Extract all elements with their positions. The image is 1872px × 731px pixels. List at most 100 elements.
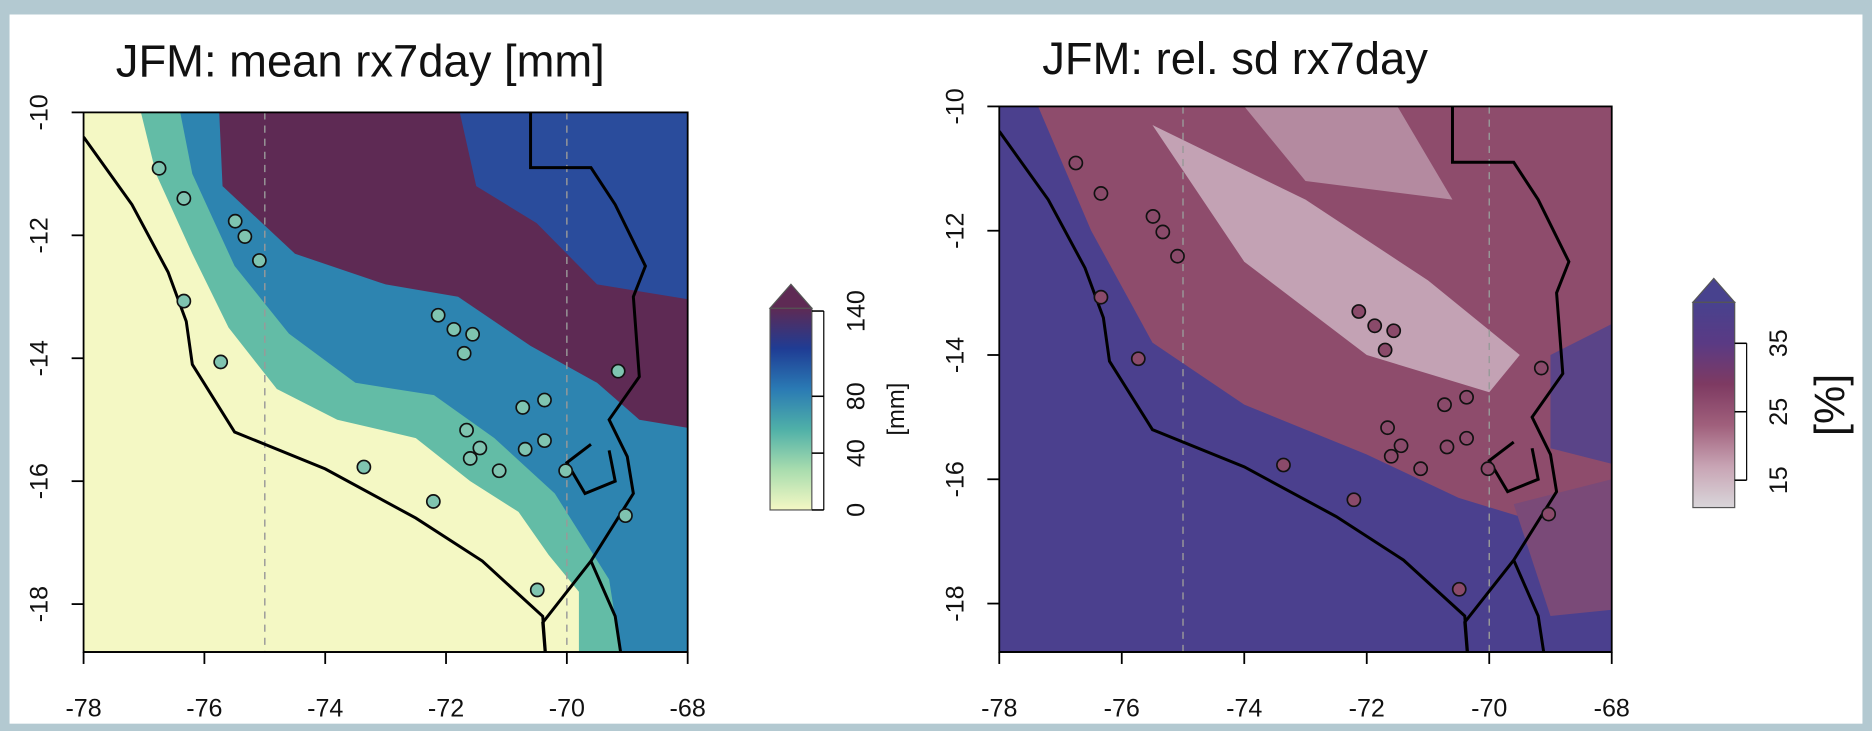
colorbar-extension	[768, 283, 814, 309]
land-zone	[1244, 106, 1453, 200]
border	[1487, 440, 1540, 494]
x-tick-label: -72	[1349, 695, 1385, 723]
x-tick-label: -74	[307, 695, 343, 723]
station	[1145, 209, 1161, 224]
station	[529, 582, 545, 598]
y-tick-label: -10	[26, 94, 54, 130]
y-tick-label: -14	[941, 337, 969, 373]
station	[465, 326, 481, 342]
station	[356, 459, 372, 475]
station	[425, 494, 441, 509]
border	[529, 112, 648, 653]
station	[517, 441, 533, 457]
border	[1512, 559, 1546, 653]
x-tick-label: -72	[428, 695, 464, 723]
station	[227, 213, 243, 229]
station	[537, 392, 552, 408]
colorbar-extension	[1691, 277, 1737, 303]
station	[1393, 438, 1409, 454]
station	[1439, 439, 1455, 455]
map-title: JFM: rel. sd rx7day	[1042, 33, 1428, 84]
station	[1367, 318, 1383, 334]
station	[618, 508, 633, 523]
x-tick-label: -78	[65, 695, 101, 723]
land-zone	[1513, 479, 1612, 616]
station	[1541, 506, 1557, 522]
station	[1459, 389, 1474, 405]
land-zone	[1152, 125, 1520, 393]
station	[1093, 186, 1109, 201]
station	[1451, 581, 1467, 597]
land-zone	[999, 106, 1612, 653]
station	[1383, 448, 1399, 464]
station	[430, 307, 446, 323]
x-tick-label: -70	[1471, 695, 1507, 723]
station	[537, 433, 552, 449]
x-tick-label: -76	[186, 695, 222, 723]
coastline	[83, 136, 547, 653]
colorbar	[1692, 301, 1736, 509]
station	[1155, 224, 1171, 240]
y-tick-label: -14	[26, 340, 54, 376]
station	[456, 345, 472, 361]
station	[491, 463, 507, 479]
map-area	[83, 112, 688, 653]
land-zone	[83, 112, 579, 653]
station	[1413, 461, 1429, 477]
y-tick-label: -18	[941, 585, 969, 621]
station	[237, 229, 253, 244]
x-tick-label: -70	[549, 695, 585, 723]
y-tick-label: -18	[26, 586, 54, 622]
station	[1459, 430, 1474, 446]
x-tick-label: -76	[1104, 695, 1140, 723]
x-tick-label: -68	[1594, 695, 1630, 723]
station	[1346, 492, 1362, 508]
colorbar-tick-label: 40	[842, 439, 870, 467]
land-zone	[459, 112, 688, 300]
map-area	[999, 106, 1612, 653]
station	[176, 191, 192, 206]
station	[1276, 457, 1291, 473]
station	[1480, 461, 1496, 477]
y-tick-label: -16	[941, 461, 969, 497]
station	[1068, 155, 1084, 171]
station	[610, 363, 626, 379]
station	[446, 321, 462, 337]
x-tick-label: -74	[1226, 695, 1262, 723]
station	[1380, 420, 1395, 436]
station	[151, 160, 167, 176]
land-zone	[1550, 323, 1612, 464]
colorbar-label: [%]	[1807, 374, 1855, 436]
station	[176, 293, 192, 309]
colorbar-tick-label: 0	[842, 503, 870, 517]
station	[1130, 351, 1146, 367]
station	[1386, 323, 1402, 339]
station	[515, 400, 531, 415]
y-tick-label: -10	[941, 88, 969, 124]
colorbar-label: [mm]	[883, 383, 910, 436]
station	[1351, 304, 1367, 319]
station	[1437, 397, 1452, 413]
border	[589, 560, 623, 653]
station	[472, 440, 488, 456]
station	[1170, 248, 1185, 264]
y-tick-label: -16	[26, 463, 54, 499]
station	[1093, 289, 1109, 305]
station	[213, 354, 229, 370]
border	[564, 443, 617, 496]
x-tick-label: -78	[981, 695, 1017, 723]
y-tick-label: -12	[941, 213, 969, 249]
x-tick-label: -68	[670, 695, 706, 723]
colorbar-tick-label: 35	[1765, 329, 1793, 357]
station	[558, 463, 574, 479]
station	[1533, 360, 1549, 376]
colorbar-tick-label: 15	[1765, 466, 1793, 494]
colorbar	[769, 307, 813, 511]
coastline	[999, 130, 1469, 653]
map-title: JFM: mean rx7day [mm]	[116, 36, 605, 87]
colorbar-tick-label: 80	[842, 382, 870, 410]
colorbar-tick-label: 25	[1765, 398, 1793, 426]
station	[1377, 342, 1393, 358]
station	[462, 451, 478, 466]
